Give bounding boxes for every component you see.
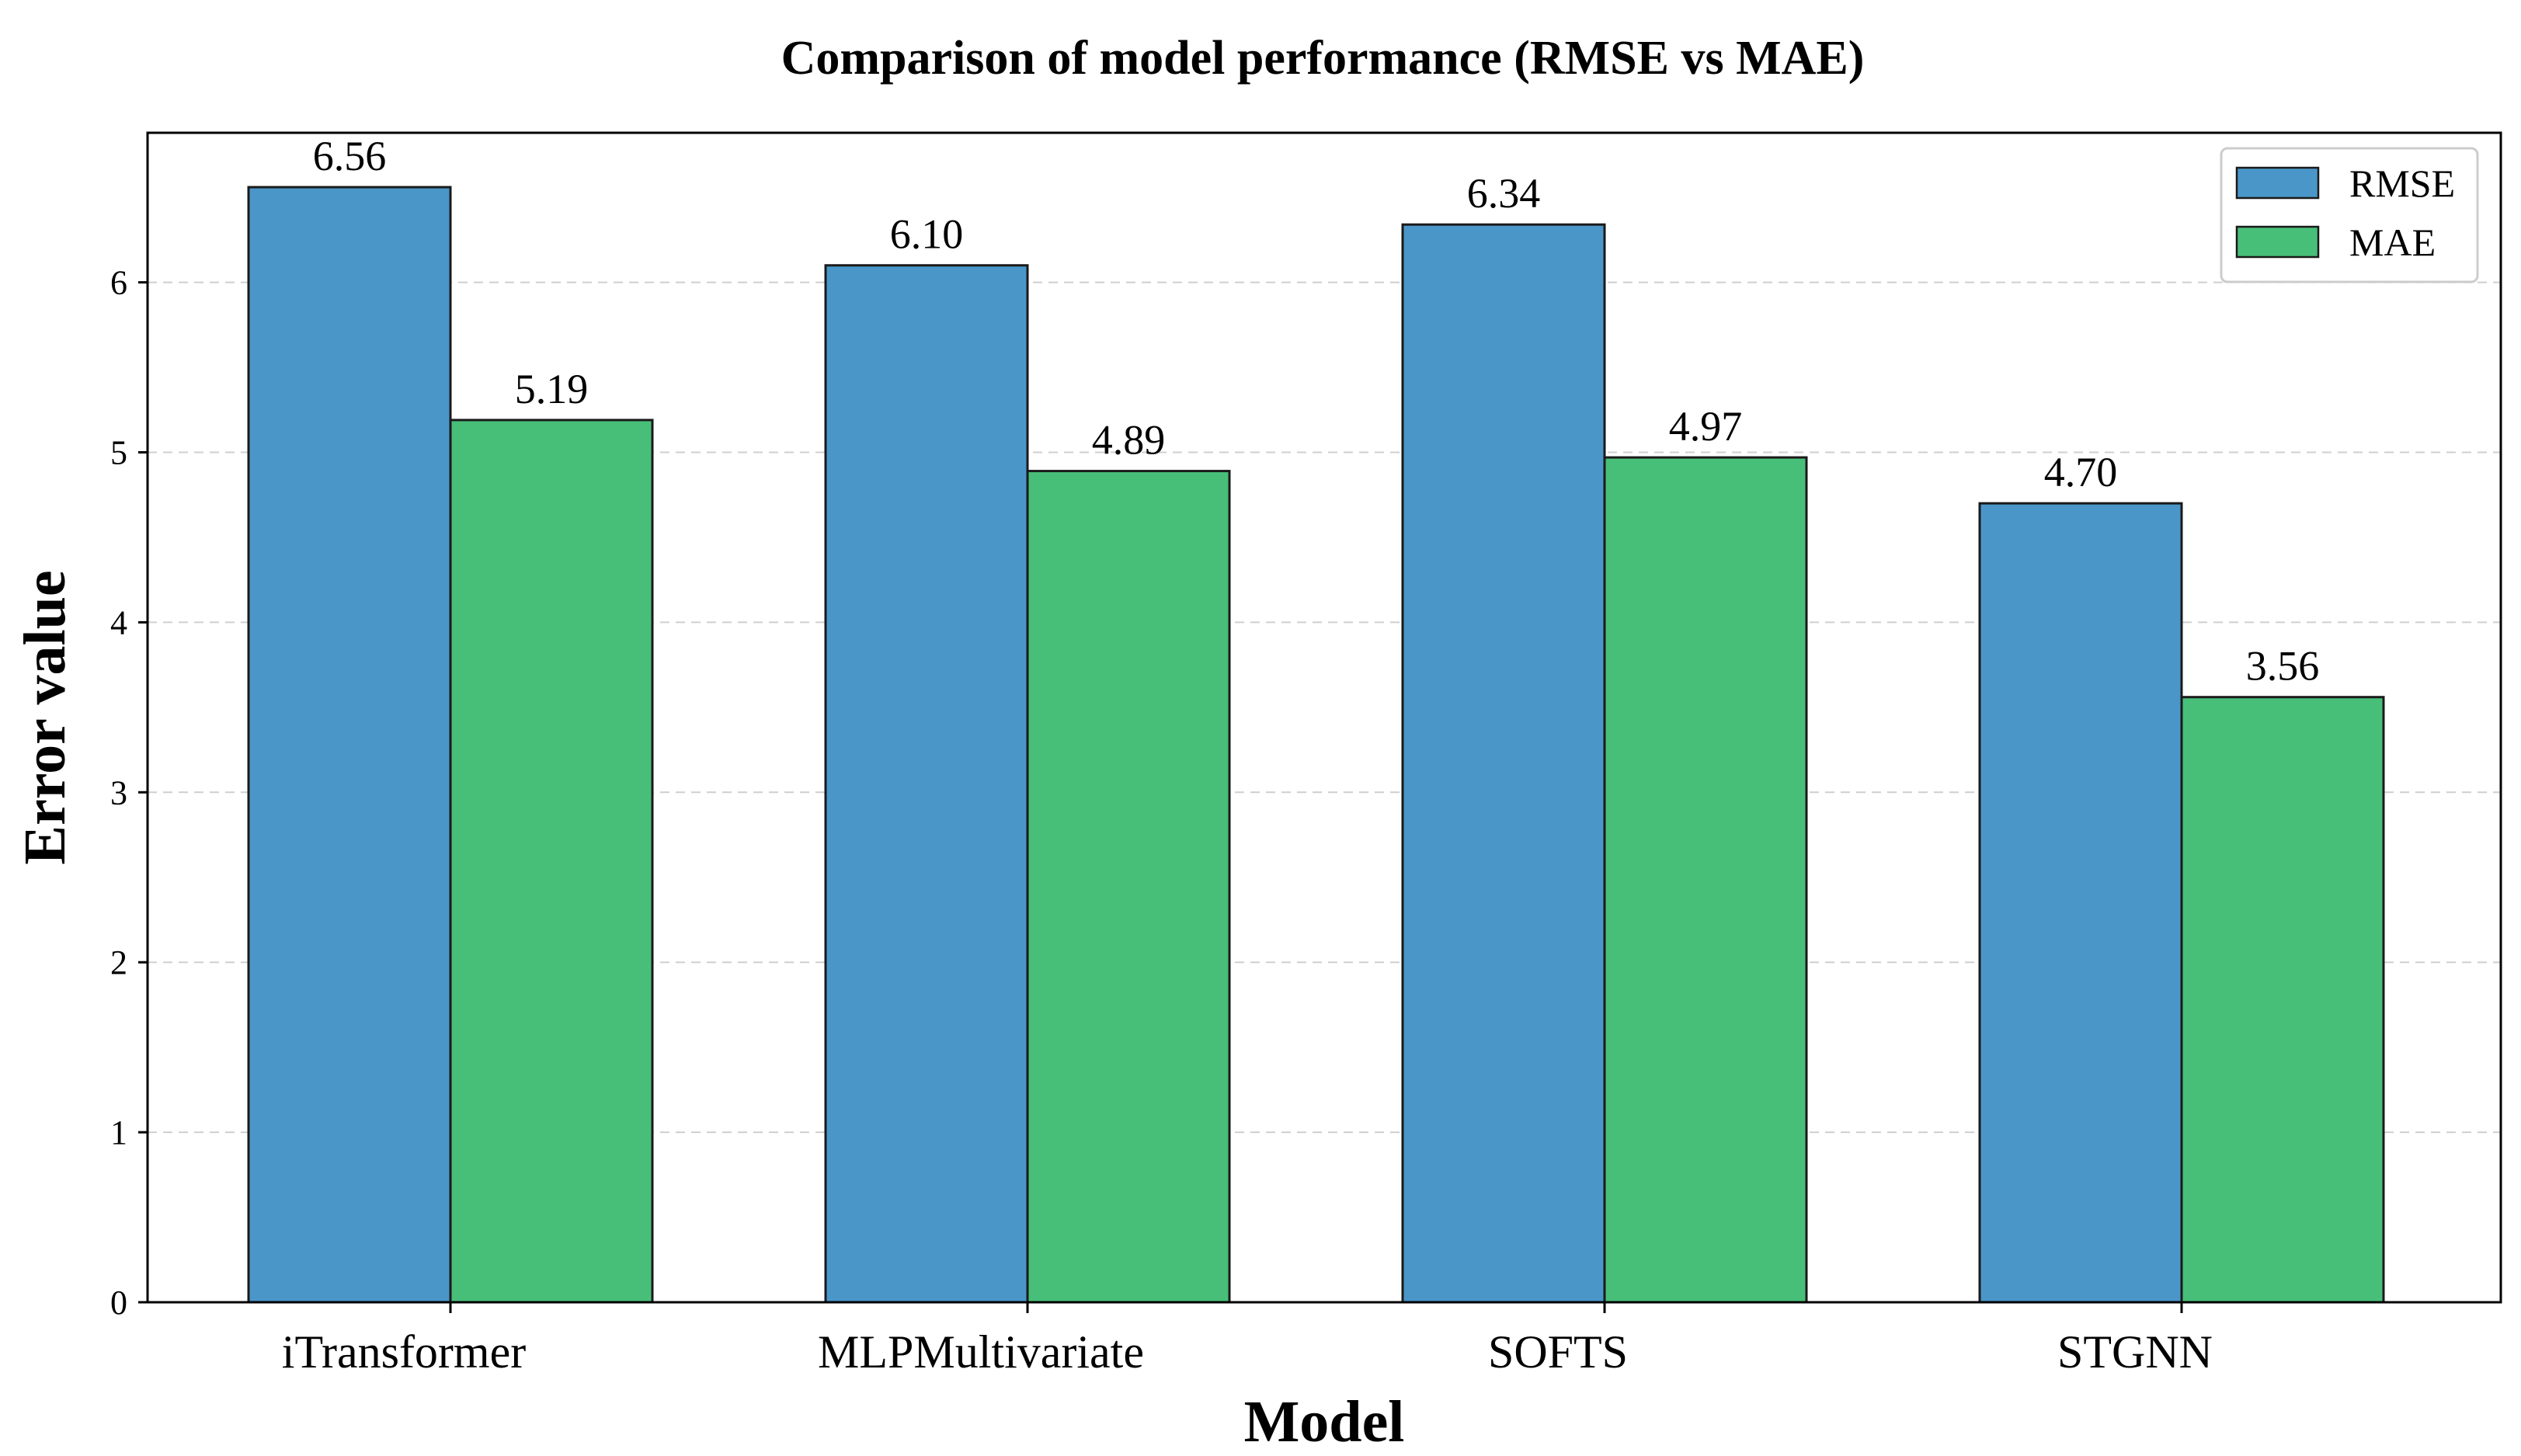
y-tick-label: 0 [110, 1284, 127, 1322]
y-axis-label: Error value [12, 570, 78, 864]
bar-rmse [1978, 502, 2183, 1304]
y-tick-label: 4 [110, 603, 127, 641]
data-label: 6.10 [890, 211, 964, 258]
plot-frame [146, 131, 2502, 1304]
legend-swatch-rmse [2235, 166, 2320, 200]
x-ticks: iTransformer MLPMultivariate SOFTS STGNN [282, 1302, 2213, 1378]
x-axis-label: Model [1244, 1389, 1405, 1454]
legend-swatch-mae [2235, 225, 2320, 259]
bars [247, 186, 2385, 1304]
y-tick-label: 2 [110, 943, 127, 982]
data-label: 6.56 [313, 133, 387, 179]
legend: RMSE MAE [2220, 147, 2479, 283]
data-label: 6.34 [1467, 170, 1541, 217]
bar-mae [1603, 456, 1808, 1304]
y-tick-label: 6 [110, 264, 127, 302]
bar-rmse [824, 264, 1029, 1304]
legend-label-mae: MAE [2349, 221, 2436, 264]
x-tick-label: STGNN [2057, 1326, 2213, 1378]
x-tick-label: SOFTS [1488, 1326, 1628, 1378]
data-labels: 6.56 5.19 6.10 4.89 6.34 4.97 4.70 3.56 [313, 133, 2320, 690]
bar-rmse [247, 186, 452, 1304]
data-label: 4.70 [2044, 449, 2118, 495]
x-tick-label: iTransformer [282, 1326, 526, 1378]
bar-rmse [1401, 223, 1606, 1304]
x-tick-label: MLPMultivariate [818, 1326, 1144, 1378]
y-tick-label: 1 [110, 1114, 127, 1152]
y-ticks: 0 1 2 3 4 5 6 [110, 264, 148, 1322]
chart-title: Comparison of model performance (RMSE vs… [781, 32, 1865, 85]
bar-mae [2180, 696, 2385, 1304]
data-label: 4.97 [1669, 403, 1743, 450]
y-tick-label: 3 [110, 773, 127, 811]
data-label: 5.19 [515, 366, 589, 412]
data-label: 4.89 [1092, 417, 1166, 464]
bar-mae [449, 419, 654, 1304]
y-tick-label: 5 [110, 434, 127, 472]
bar-mae [1026, 470, 1231, 1304]
legend-label-rmse: RMSE [2349, 162, 2455, 205]
data-label: 3.56 [2246, 643, 2320, 690]
